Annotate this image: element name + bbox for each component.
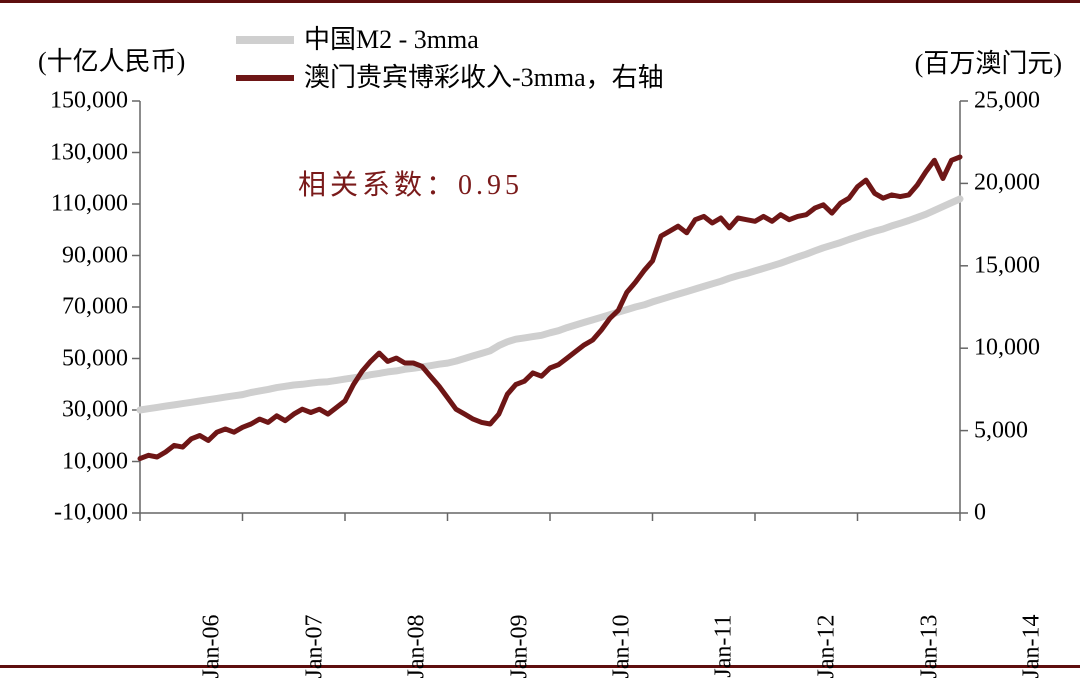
y-left-tick-label: 150,000 [18,88,128,115]
y-left-tick-label: 70,000 [18,294,128,321]
chart-area: (十亿人民币) (百万澳门元) 中国M2 - 3mma 澳门贵宾博彩收入-3mm… [0,3,1080,623]
y-right-tick-label: 15,000 [974,252,1064,279]
legend-swatch-m2 [236,36,294,44]
y-right-ticks [960,101,968,513]
y-right-tick-label: 5,000 [974,417,1064,444]
y-left-tick-label: 90,000 [18,242,128,269]
x-tick-label: Jan-10 [608,615,635,678]
legend-label-m2: 中国M2 - 3mma [304,21,479,59]
y-left-tick-label: 10,000 [18,448,128,475]
legend: 中国M2 - 3mma 澳门贵宾博彩收入-3mma，右轴 [236,21,664,97]
series-line-vip [140,157,960,459]
x-tick-label: Jan-09 [506,615,533,678]
y-right-tick-label: 10,000 [974,335,1064,362]
series-line-m2 [140,199,960,410]
y-left-tick-label: 30,000 [18,397,128,424]
y-right-tick-label: 20,000 [974,170,1064,197]
x-tick-label: Jan-11 [710,615,737,678]
y-left-tick-label: -10,000 [18,500,128,527]
x-tick-label: Jan-06 [198,615,225,678]
legend-item-vip: 澳门贵宾博彩收入-3mma，右轴 [236,59,664,97]
x-tick-label: Jan-08 [403,615,430,678]
right-axis-title: (百万澳门元) [915,43,1062,80]
correlation-annotation: 相关系数：0.95 [298,163,523,203]
chart-frame: (十亿人民币) (百万澳门元) 中国M2 - 3mma 澳门贵宾博彩收入-3mm… [0,0,1080,668]
x-tick-label: Jan-14 [1018,615,1045,678]
legend-label-vip: 澳门贵宾博彩收入-3mma，右轴 [304,59,664,97]
y-left-tick-label: 50,000 [18,345,128,372]
legend-swatch-vip [236,75,294,81]
left-axis-title: (十亿人民币) [38,41,185,78]
y-left-ticks [132,101,140,513]
x-tick-label: Jan-07 [301,615,328,678]
x-ticks [140,513,960,521]
y-left-tick-label: 130,000 [18,139,128,166]
y-right-tick-label: 25,000 [974,88,1064,115]
legend-item-m2: 中国M2 - 3mma [236,21,664,59]
chart-svg [0,3,1080,671]
x-tick-label: Jan-13 [916,615,943,678]
y-left-tick-label: 110,000 [18,191,128,218]
x-tick-label: Jan-12 [813,615,840,678]
y-right-tick-label: 0 [974,500,1064,527]
